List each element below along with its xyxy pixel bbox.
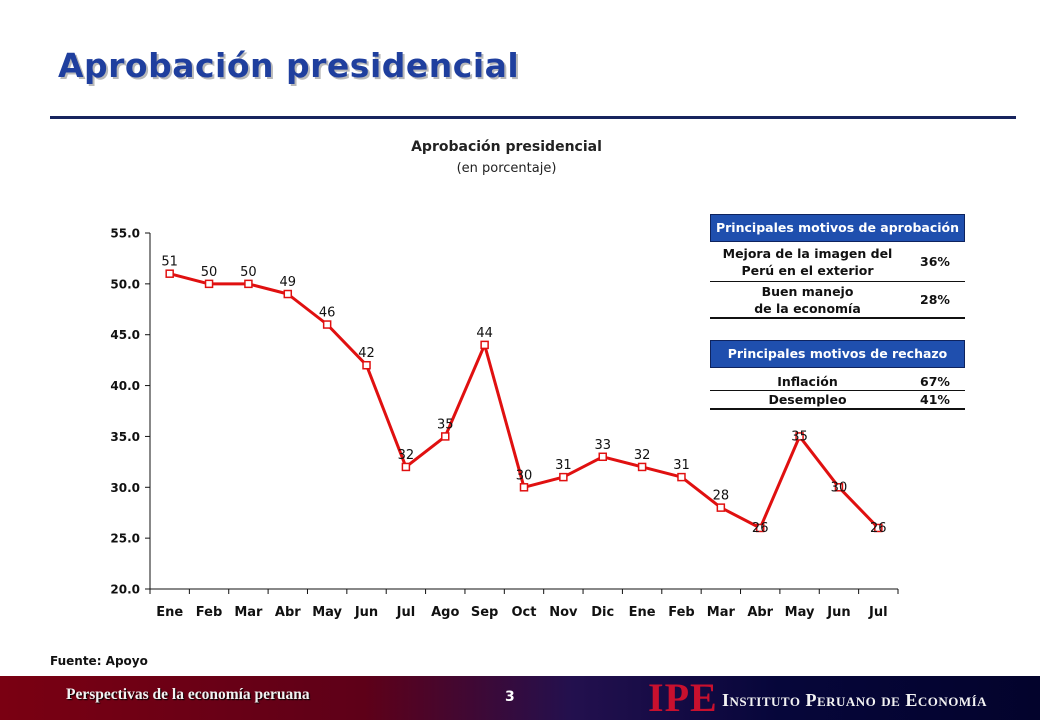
chart-subtitle: (en porcentaje) bbox=[456, 161, 557, 176]
x-tick-label: Ene bbox=[629, 605, 656, 620]
data-label: 35 bbox=[437, 417, 454, 432]
table-row: Buen manejo de la economía 28% bbox=[710, 282, 965, 319]
approval-reason-value: 28% bbox=[920, 292, 950, 307]
x-tick-label: Dic bbox=[591, 605, 614, 620]
rejection-reason-label: Inflación bbox=[777, 373, 838, 389]
approval-reason-value: 36% bbox=[920, 254, 950, 269]
data-label: 42 bbox=[358, 346, 375, 361]
data-label: 49 bbox=[280, 275, 297, 290]
data-label: 32 bbox=[634, 448, 651, 463]
data-point-marker bbox=[283, 289, 293, 299]
x-tick-label: Mar bbox=[234, 605, 263, 620]
x-tick-label: May bbox=[312, 605, 342, 620]
data-point-marker bbox=[874, 523, 883, 533]
x-tick-label: Nov bbox=[549, 605, 578, 620]
data-label: 44 bbox=[476, 326, 493, 341]
data-point-marker bbox=[795, 432, 804, 441]
y-tick-label: 25.0 bbox=[110, 532, 140, 546]
data-point-marker bbox=[559, 472, 568, 482]
data-point-marker bbox=[755, 523, 765, 533]
x-tick-label: Feb bbox=[196, 605, 222, 620]
data-point-marker bbox=[519, 483, 529, 492]
y-tick-label: 20.0 bbox=[110, 583, 140, 597]
x-tick-label: Ago bbox=[431, 605, 459, 620]
data-label: 32 bbox=[398, 448, 415, 463]
data-label: 30 bbox=[516, 468, 533, 483]
x-tick-label: Feb bbox=[668, 605, 694, 620]
data-label: 50 bbox=[240, 265, 257, 280]
data-label: 26 bbox=[752, 521, 769, 536]
data-point-marker bbox=[362, 360, 371, 370]
x-tick-label: Abr bbox=[747, 605, 773, 620]
rejection-reason-value: 41% bbox=[920, 392, 950, 407]
x-tick-label: Sep bbox=[471, 605, 499, 620]
data-label: 28 bbox=[713, 489, 730, 504]
table-row: Desempleo 41% bbox=[710, 391, 965, 410]
chart-title: Aprobación presidencial bbox=[411, 139, 602, 155]
data-point-marker bbox=[244, 279, 253, 289]
rejection-reason-label: Desempleo bbox=[768, 392, 847, 407]
table-row: Inflación 67% bbox=[710, 372, 965, 391]
data-point-marker bbox=[716, 503, 726, 512]
x-tick-label: Ene bbox=[156, 605, 183, 620]
data-point-marker bbox=[322, 320, 332, 329]
page-number: 3 bbox=[505, 689, 515, 705]
x-tick-label: Jun bbox=[826, 605, 850, 620]
title-rule bbox=[50, 116, 1016, 119]
data-point-marker bbox=[401, 462, 411, 472]
data-point-marker bbox=[204, 279, 214, 289]
rejection-reasons-header: Principales motivos de rechazo bbox=[710, 340, 965, 368]
x-tick-label: Abr bbox=[275, 605, 301, 620]
rejection-reasons-table: Principales motivos de rechazo Inflación… bbox=[710, 340, 965, 410]
approval-reason-label: Buen manejo de la economía bbox=[754, 283, 861, 316]
x-tick-label: May bbox=[785, 605, 815, 620]
y-tick-label: 35.0 bbox=[110, 430, 140, 444]
y-tick-label: 55.0 bbox=[110, 227, 140, 241]
approval-reasons-header: Principales motivos de aprobación bbox=[710, 214, 965, 242]
data-label: 33 bbox=[594, 438, 611, 453]
data-point-marker bbox=[441, 432, 450, 441]
source-note: Fuente: Apoyo bbox=[50, 654, 148, 668]
rejection-reason-value: 67% bbox=[920, 373, 950, 389]
x-tick-label: Oct bbox=[512, 605, 537, 620]
data-point-marker bbox=[598, 452, 607, 462]
approval-reason-label: Mejora de la imagen del Perú en el exter… bbox=[722, 245, 893, 278]
footer-bar: Perspectivas de la economía peruana 3 IP… bbox=[0, 676, 1040, 720]
ipe-logo: IPE bbox=[648, 675, 718, 720]
data-label: 26 bbox=[870, 521, 887, 536]
data-point-marker bbox=[834, 483, 844, 492]
x-tick-label: Mar bbox=[707, 605, 736, 620]
y-tick-label: 40.0 bbox=[110, 379, 140, 393]
x-tick-label: Jul bbox=[868, 605, 888, 620]
ipe-logo-name: Instituto Peruano de Economía bbox=[722, 690, 988, 710]
data-label: 50 bbox=[201, 265, 218, 280]
y-tick-label: 30.0 bbox=[110, 481, 140, 495]
data-label: 46 bbox=[319, 306, 336, 321]
approval-reasons-table: Principales motivos de aprobación Mejora… bbox=[710, 214, 965, 319]
y-tick-label: 45.0 bbox=[110, 328, 140, 342]
y-tick-label: 50.0 bbox=[110, 277, 140, 291]
data-point-marker bbox=[677, 472, 686, 482]
data-label: 51 bbox=[161, 255, 178, 270]
data-label: 35 bbox=[791, 429, 808, 444]
x-tick-label: Jul bbox=[396, 605, 416, 620]
data-point-marker bbox=[637, 462, 647, 472]
slide-title: Aprobación presidencial bbox=[58, 46, 520, 85]
data-point-marker bbox=[480, 340, 489, 350]
table-row: Mejora de la imagen del Perú en el exter… bbox=[710, 242, 965, 282]
data-label: 30 bbox=[831, 480, 848, 495]
data-label: 31 bbox=[673, 458, 690, 473]
data-point-marker bbox=[165, 269, 174, 278]
data-label: 31 bbox=[555, 458, 572, 473]
x-tick-label: Jun bbox=[354, 605, 378, 620]
footer-presentation-title: Perspectivas de la economía peruana bbox=[66, 686, 310, 703]
